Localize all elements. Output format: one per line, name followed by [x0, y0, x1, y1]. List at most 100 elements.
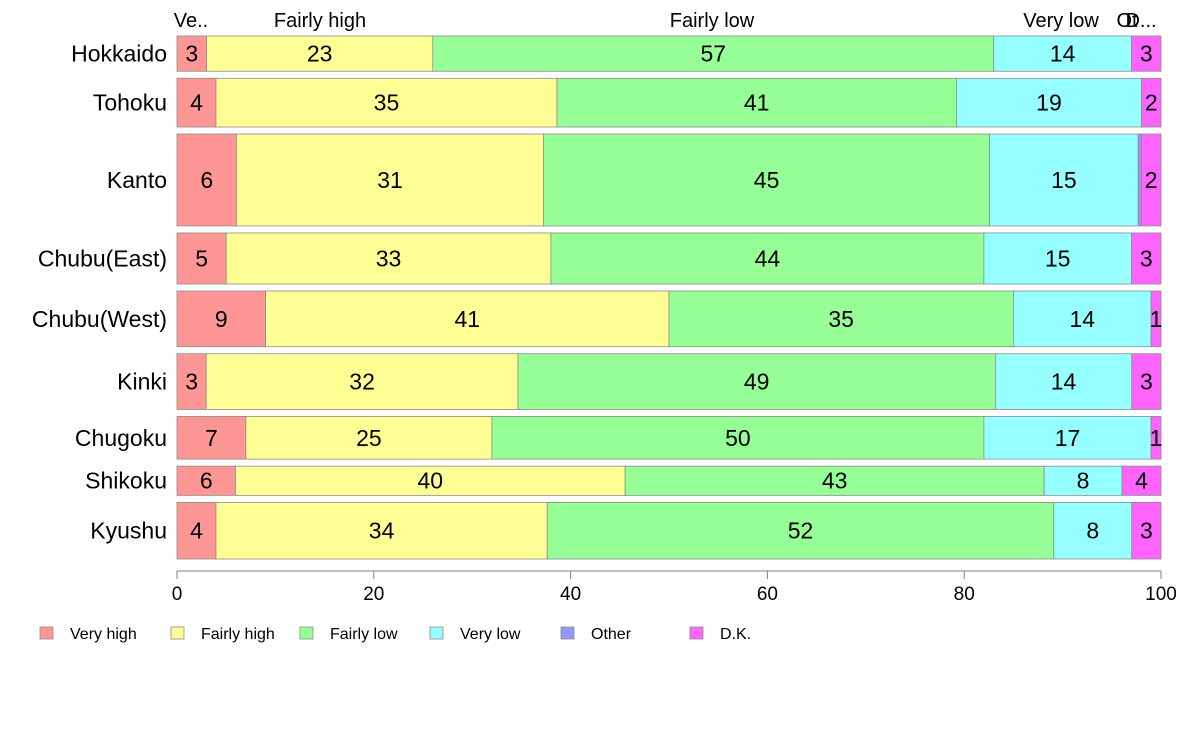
top-label-fairly-high: Fairly high — [274, 10, 366, 32]
top-label-fairly-low: Fairly low — [670, 10, 755, 32]
x-tick-label: 80 — [954, 584, 975, 605]
top-label-d: D... — [1125, 10, 1156, 32]
bar-segment-very-low — [983, 232, 1132, 285]
legend-item-other: Other — [560, 626, 632, 643]
legend-swatch — [429, 626, 444, 640]
bar-value-label: 6 — [200, 468, 213, 494]
x-tick-label: 20 — [363, 584, 384, 605]
bar-value-label: 17 — [1055, 425, 1081, 451]
bar-value-label: 4 — [1135, 468, 1148, 494]
legend-label: Fairly low — [330, 626, 398, 643]
bar-value-label: 14 — [1051, 369, 1077, 395]
legend-item-very-high: Very high — [39, 626, 137, 643]
bar-segment-d-k — [1131, 35, 1162, 72]
legend-label: Other — [591, 626, 632, 643]
bar-value-label: 15 — [1051, 167, 1077, 193]
bar-value-label: 35 — [374, 90, 400, 116]
bar-segment-d-k — [1121, 465, 1162, 496]
legend-label: D.K. — [720, 626, 751, 643]
category-labels: Hokkaido Tohoku Kanto Chubu(East) Chubu(West… — [32, 41, 167, 544]
bar-row-tohoku: 4 35 41 19 2 — [176, 77, 1162, 128]
bar-value-label: 3 — [185, 369, 198, 395]
bar-value-label: 32 — [349, 369, 375, 395]
bar-segment-d-k — [1141, 77, 1162, 128]
bar-segment-fairly-low — [543, 133, 990, 227]
bar-segment-d-k — [1150, 290, 1162, 348]
bar-value-label: 34 — [369, 518, 395, 544]
bar-value-label: 7 — [205, 425, 218, 451]
bar-segment-fairly-low — [546, 501, 1055, 560]
bar-segment-fairly-high — [236, 133, 545, 227]
bar-segment-very-low — [956, 77, 1142, 128]
legend-item-d-k: D.K. — [689, 626, 751, 643]
legend-label: Fairly high — [201, 626, 275, 643]
bar-value-label: 40 — [418, 468, 444, 494]
bar-segment-fairly-high — [215, 77, 558, 128]
bar-row-chubu-east: 5 33 44 15 3 — [176, 232, 1162, 285]
bar-value-label: 33 — [376, 245, 402, 271]
bar-segment-very-high — [176, 133, 237, 227]
bar-value-label: 50 — [725, 425, 751, 451]
category-label-tohoku: Tohoku — [93, 90, 167, 116]
bar-segment-d-k — [1131, 232, 1162, 285]
bar-value-label: 35 — [828, 306, 854, 332]
bar-segment-fairly-high — [235, 465, 626, 496]
bar-row-chubu-west: 9 41 35 14 1 — [176, 290, 1163, 348]
bar-segment-fairly-low — [556, 77, 957, 128]
x-tick-label: 100 — [1145, 584, 1177, 605]
bar-segment-other — [1137, 133, 1142, 227]
category-label-chubu-west: Chubu(West) — [32, 306, 167, 332]
bar-segment-d-k — [1131, 501, 1162, 560]
legend-swatch — [689, 626, 704, 640]
bar-segment-very-high — [176, 290, 266, 348]
bar-segment-fairly-high — [205, 353, 519, 410]
bar-segment-very-high — [176, 232, 227, 285]
bar-segment-fairly-high — [245, 416, 493, 460]
bar-value-label: 3 — [1140, 245, 1153, 271]
bar-value-label: 1 — [1150, 425, 1163, 451]
bar-value-label: 15 — [1045, 245, 1071, 271]
legend-item-fairly-high: Fairly high — [170, 626, 275, 643]
bar-segment-fairly-high — [206, 35, 434, 72]
bar-value-label: 8 — [1077, 468, 1090, 494]
legend-item-very-low: Very low — [429, 626, 521, 643]
bar-segment-d-k — [1140, 133, 1162, 227]
x-tick-label: 0 — [172, 584, 183, 605]
bar-segment-very-low — [994, 353, 1133, 410]
bar-value-label: 49 — [744, 369, 770, 395]
bar-value-label: 14 — [1069, 306, 1095, 332]
bar-value-label: 2 — [1145, 167, 1158, 193]
bar-value-label: 3 — [1140, 41, 1153, 67]
legend-swatch — [560, 626, 575, 640]
legend-swatch — [299, 626, 314, 640]
bar-row-kinki: 3 32 49 14 3 — [176, 353, 1162, 410]
bar-value-label: 6 — [200, 167, 213, 193]
bar-value-label: 52 — [788, 518, 814, 544]
bar-value-label: 4 — [190, 518, 203, 544]
bar-value-label: 19 — [1036, 90, 1062, 116]
category-label-chubu-east: Chubu(East) — [38, 245, 167, 271]
bar-value-label: 1 — [1150, 306, 1163, 332]
bar-segment-fairly-high — [215, 501, 548, 560]
legend-label: Very high — [70, 626, 137, 643]
x-axis: 0 20 40 60 80 100 — [172, 570, 1177, 605]
bar-segment-very-high — [176, 77, 217, 128]
bar-segment-very-high — [176, 465, 236, 496]
bar-segment-very-low — [983, 416, 1152, 460]
category-label-kinki: Kinki — [117, 369, 167, 395]
bar-row-shikoku: 6 40 43 8 4 — [176, 465, 1162, 496]
category-label-kyushu: Kyushu — [90, 518, 167, 544]
category-label-chugoku: Chugoku — [75, 425, 167, 451]
top-column-labels: Ve.. Fairly high Fairly low Very low OtD... — [174, 10, 1157, 32]
bar-row-hokkaido: 3 23 57 14 3 — [176, 35, 1162, 72]
bar-segment-fairly-low — [624, 465, 1045, 496]
bar-value-label: 23 — [307, 41, 333, 67]
bar-value-label: 3 — [1140, 369, 1153, 395]
bar-value-label: 3 — [185, 41, 198, 67]
x-tick-label: 60 — [757, 584, 778, 605]
bar-value-label: 14 — [1050, 41, 1076, 67]
bar-row-kyushu: 4 34 52 8 3 — [176, 501, 1162, 560]
bar-value-label: 41 — [454, 306, 480, 332]
